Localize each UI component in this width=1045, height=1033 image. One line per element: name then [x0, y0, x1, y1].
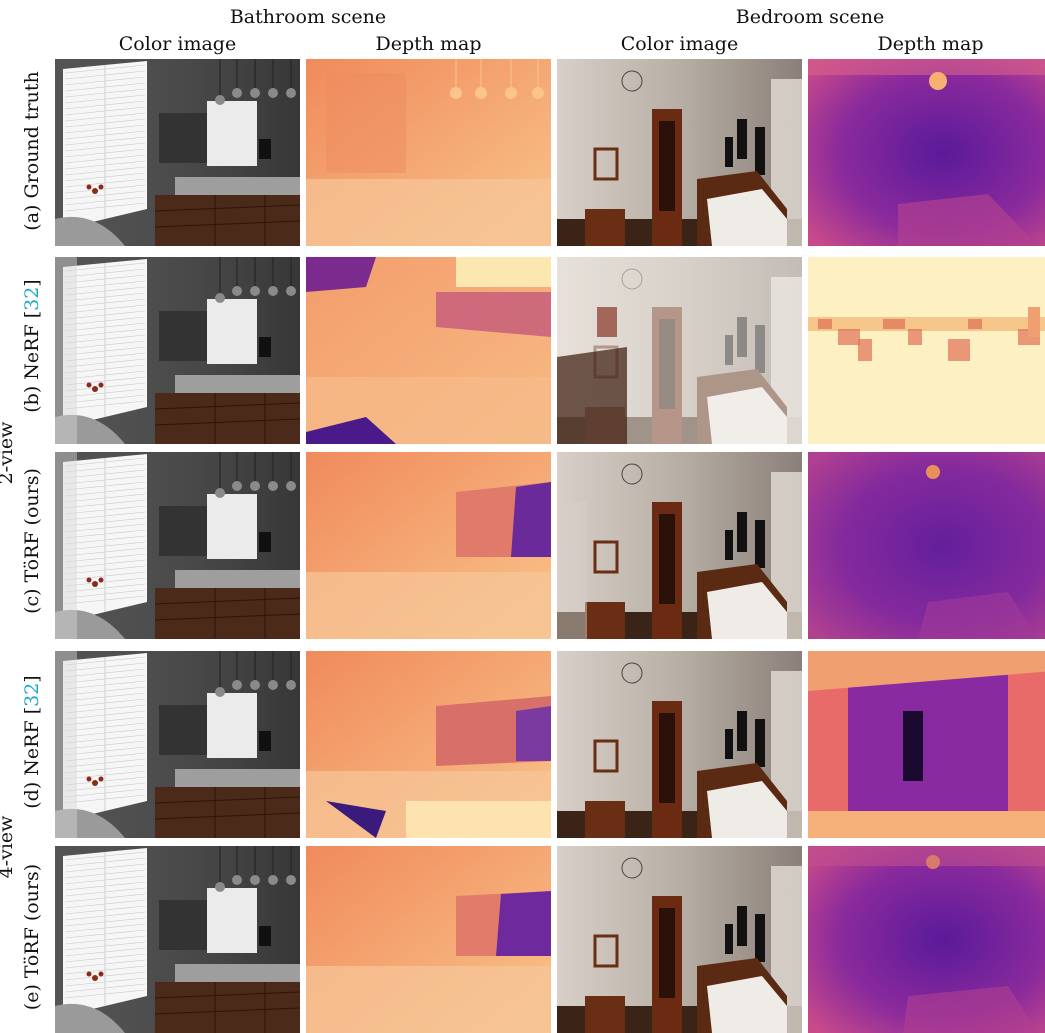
- image-nerf-2view-bedroom-depth: [808, 257, 1045, 444]
- image-torf-2view-bathroom-color: [55, 452, 300, 639]
- image-nerf-2view-bathroom-depth: [306, 257, 551, 444]
- scene-header-bathroom: Bathroom scene: [229, 6, 387, 28]
- scene-header-bedroom: Bedroom scene: [735, 6, 885, 28]
- row-label-nerf-4view: (d) NeRF [32]: [21, 675, 43, 809]
- image-nerf-4view-bedroom-depth: [808, 651, 1045, 838]
- image-torf-4view-bathroom-depth: [306, 846, 551, 1033]
- citation-link[interactable]: 32: [21, 286, 43, 311]
- image-ground-truth-bedroom-color: [557, 59, 802, 246]
- image-torf-4view-bedroom-depth: [808, 846, 1045, 1033]
- citation-link[interactable]: 32: [21, 682, 43, 707]
- image-nerf-4view-bathroom-depth: [306, 651, 551, 838]
- row-label-ground-truth: (a) Ground truth: [21, 71, 43, 231]
- image-torf-2view-bathroom-depth: [306, 452, 551, 639]
- image-nerf-4view-bedroom-color: [557, 651, 802, 838]
- row-label-torf-4view: (e) TöRF (ours): [21, 863, 43, 1011]
- image-ground-truth-bathroom-color: [55, 59, 300, 246]
- image-torf-4view-bathroom-color: [55, 846, 300, 1033]
- image-ground-truth-bathroom-depth: [306, 59, 551, 246]
- row-label-nerf-2view: (b) NeRF [32]: [21, 279, 43, 413]
- column-header-depth-bath: Depth map: [375, 33, 482, 55]
- row-label-torf-2view: (c) TöRF (ours): [21, 468, 43, 614]
- image-torf-2view-bedroom-depth: [808, 452, 1045, 639]
- image-torf-2view-bedroom-color: [557, 452, 802, 639]
- column-header-color-bath: Color image: [118, 33, 237, 55]
- image-nerf-2view-bathroom-color: [55, 257, 300, 444]
- column-header-color-bed: Color image: [620, 33, 739, 55]
- image-nerf-4view-bathroom-color: [55, 651, 300, 838]
- image-nerf-2view-bedroom-color: [557, 257, 802, 444]
- image-ground-truth-bedroom-depth: [808, 59, 1045, 246]
- group-label-4-view: 4-view: [0, 815, 17, 879]
- group-label-2-view: 2-view: [0, 421, 17, 485]
- image-torf-4view-bedroom-color: [557, 846, 802, 1033]
- column-header-depth-bed: Depth map: [877, 33, 984, 55]
